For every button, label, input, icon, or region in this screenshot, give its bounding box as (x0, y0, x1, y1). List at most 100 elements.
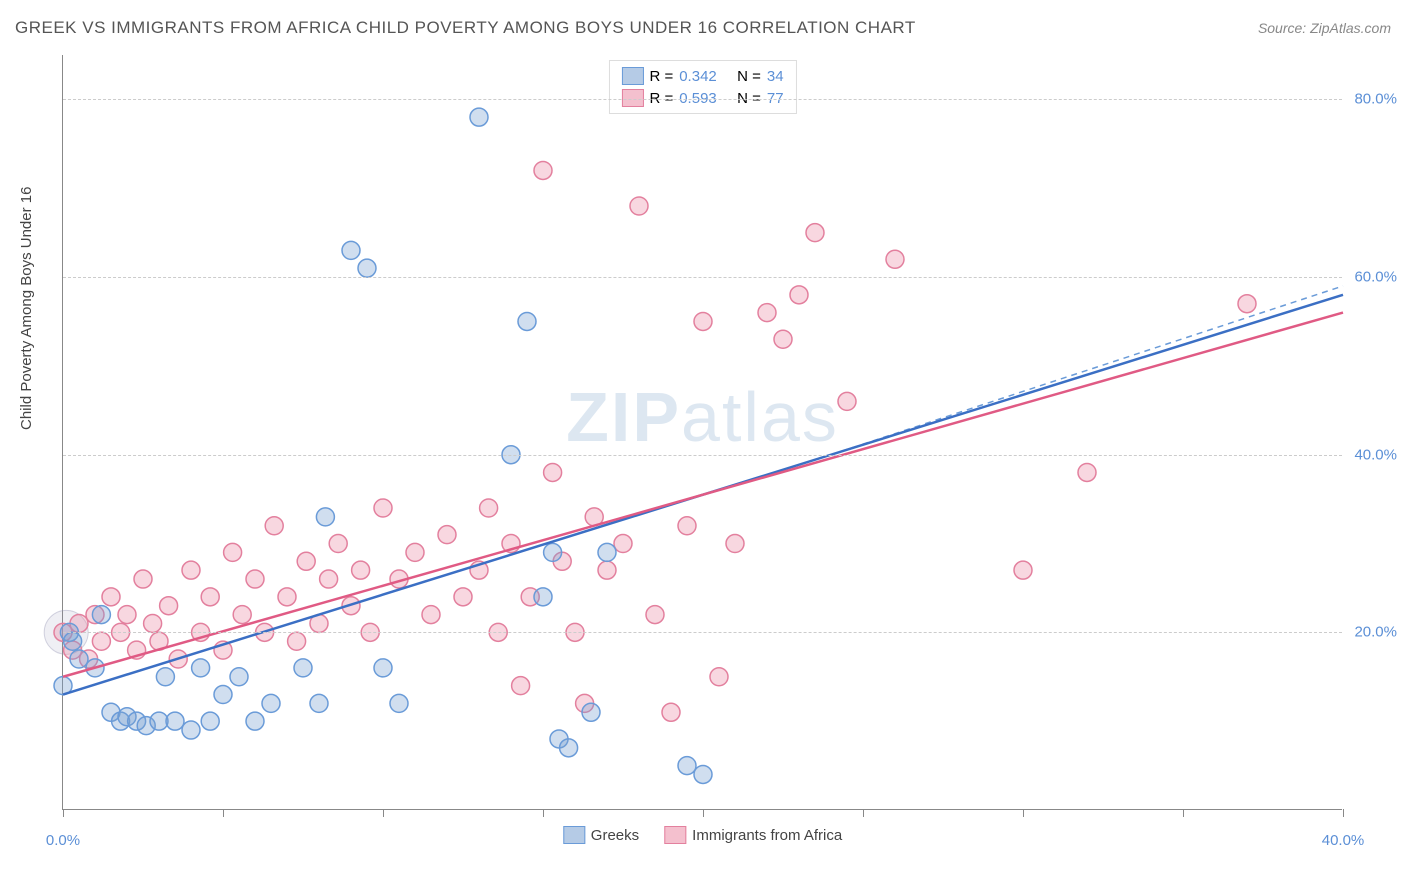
data-point (560, 739, 578, 757)
x-tick-label: 0.0% (46, 832, 80, 849)
swatch-africa-icon (664, 826, 686, 844)
data-point (92, 632, 110, 650)
data-point (454, 588, 472, 606)
data-point (182, 561, 200, 579)
data-point (160, 597, 178, 615)
data-point (646, 606, 664, 624)
data-point (598, 561, 616, 579)
legend-item-greeks: Greeks (563, 826, 639, 844)
data-point (774, 330, 792, 348)
data-point (320, 570, 338, 588)
y-tick-label: 40.0% (1354, 446, 1397, 463)
data-point (310, 694, 328, 712)
data-point (358, 259, 376, 277)
y-tick-label: 80.0% (1354, 91, 1397, 108)
data-point (297, 552, 315, 570)
data-point (144, 614, 162, 632)
data-point (246, 570, 264, 588)
data-point (134, 570, 152, 588)
data-point (156, 668, 174, 686)
data-point (224, 543, 242, 561)
data-point (518, 312, 536, 330)
data-point (726, 535, 744, 553)
data-point (230, 668, 248, 686)
data-point (534, 588, 552, 606)
data-point (102, 588, 120, 606)
data-point (544, 543, 562, 561)
gridline (63, 632, 1342, 633)
data-point (294, 659, 312, 677)
data-point (630, 197, 648, 215)
data-point (1238, 295, 1256, 313)
data-point (214, 686, 232, 704)
series-legend: Greeks Immigrants from Africa (563, 826, 842, 844)
data-point (582, 703, 600, 721)
data-point (678, 757, 696, 775)
data-point (438, 526, 456, 544)
data-point (92, 606, 110, 624)
data-point (329, 535, 347, 553)
data-point (262, 694, 280, 712)
data-point (352, 561, 370, 579)
data-point (806, 224, 824, 242)
x-tick (543, 809, 544, 817)
data-point (480, 499, 498, 517)
data-point (1078, 463, 1096, 481)
data-point (374, 499, 392, 517)
trend-line (63, 313, 1343, 677)
x-tick (1343, 809, 1344, 817)
y-axis-label: Child Poverty Among Boys Under 16 (18, 187, 35, 430)
data-point (233, 606, 251, 624)
x-tick (63, 809, 64, 817)
data-point (614, 535, 632, 553)
x-tick (1023, 809, 1024, 817)
data-point (265, 517, 283, 535)
gridline (63, 99, 1342, 100)
y-tick-label: 60.0% (1354, 269, 1397, 286)
data-point (710, 668, 728, 686)
legend-item-africa: Immigrants from Africa (664, 826, 842, 844)
legend-label-africa: Immigrants from Africa (692, 827, 842, 844)
scatter-svg (63, 55, 1342, 809)
gridline (63, 455, 1342, 456)
data-point (406, 543, 424, 561)
x-tick (1183, 809, 1184, 817)
data-point (182, 721, 200, 739)
title-bar: GREEK VS IMMIGRANTS FROM AFRICA CHILD PO… (15, 18, 1391, 38)
data-point (544, 463, 562, 481)
data-point (790, 286, 808, 304)
x-tick (863, 809, 864, 817)
data-point (422, 606, 440, 624)
data-point (70, 650, 88, 668)
swatch-greeks-icon (563, 826, 585, 844)
data-point (166, 712, 184, 730)
data-point (64, 632, 82, 650)
data-point (694, 765, 712, 783)
x-tick (383, 809, 384, 817)
y-tick-label: 20.0% (1354, 624, 1397, 641)
data-point (201, 712, 219, 730)
data-point (534, 161, 552, 179)
data-point (246, 712, 264, 730)
data-point (390, 694, 408, 712)
gridline (63, 277, 1342, 278)
data-point (342, 241, 360, 259)
x-tick (223, 809, 224, 817)
source-label: Source: ZipAtlas.com (1258, 20, 1391, 36)
data-point (838, 392, 856, 410)
data-point (470, 108, 488, 126)
legend-label-greeks: Greeks (591, 827, 639, 844)
data-point (278, 588, 296, 606)
x-tick-label: 40.0% (1322, 832, 1365, 849)
plot-area: ZIPatlas R = 0.342 N = 34 R = 0.593 N = … (62, 55, 1342, 810)
data-point (694, 312, 712, 330)
data-point (598, 543, 616, 561)
data-point (678, 517, 696, 535)
x-tick (703, 809, 704, 817)
data-point (201, 588, 219, 606)
data-point (374, 659, 392, 677)
data-point (316, 508, 334, 526)
data-point (192, 659, 210, 677)
data-point (288, 632, 306, 650)
data-point (886, 250, 904, 268)
